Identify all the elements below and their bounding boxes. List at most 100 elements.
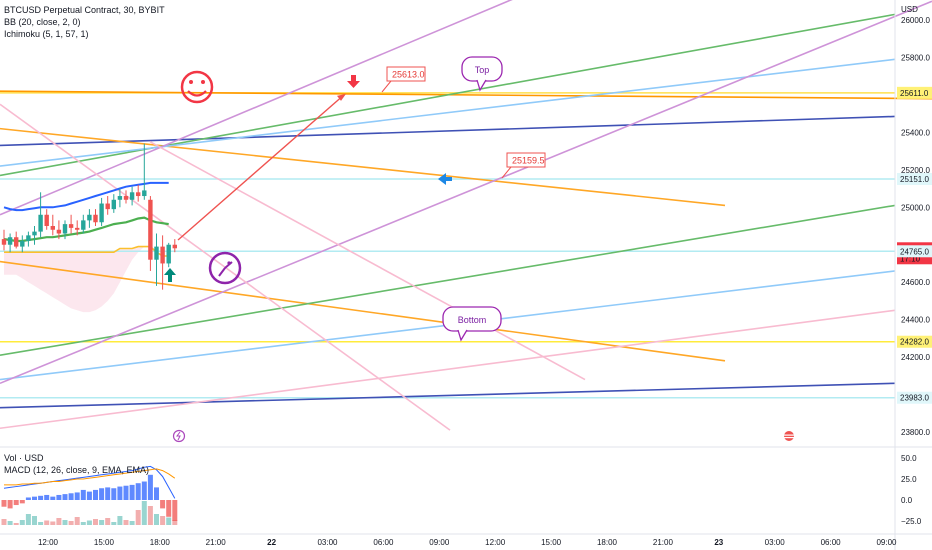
legend-ichimoku[interactable]: Ichimoku (5, 1, 57, 1) <box>4 29 89 39</box>
price-axis-unit: USD <box>901 5 918 14</box>
price-axis-tick-label: 25800.0 <box>901 53 930 62</box>
trend-lines[interactable] <box>0 0 932 431</box>
target-arrow-head <box>337 93 346 101</box>
time-axis-tick-label: 21:00 <box>653 538 674 547</box>
macd-histogram-bar <box>32 496 37 500</box>
price-label-tag <box>897 86 932 99</box>
candle-body <box>7 237 13 245</box>
price-label-tag <box>897 245 932 258</box>
time-axis-tick-label: 23 <box>714 538 723 547</box>
volume-bar <box>147 506 153 525</box>
trend-line <box>0 58 896 167</box>
time-axis-tick-label: 18:00 <box>597 538 618 547</box>
us-flag-stripe <box>784 434 794 436</box>
vol-macd-pane: 50.0 25.0 0.0 −25.0 <box>0 446 932 526</box>
macd-histogram-bar <box>160 500 166 509</box>
down-arrow-icon <box>347 75 360 88</box>
macd-histogram-bar <box>99 488 105 500</box>
candle-body <box>44 214 49 226</box>
macd-histogram-bar <box>129 484 135 500</box>
price-label-countdown: 17:10 <box>900 254 921 263</box>
volume-bar <box>141 501 147 525</box>
candle-body <box>172 244 177 249</box>
macd-histogram-bar <box>105 487 111 500</box>
candlesticks <box>1 143 177 290</box>
bubble-bottom-outline <box>442 306 502 332</box>
candle-body <box>93 214 98 223</box>
clock-face-icon <box>208 251 242 285</box>
smiley-face-icon <box>180 70 214 104</box>
callout-mid-box <box>506 152 546 168</box>
volume-bar <box>50 521 56 525</box>
price-axis-tick-label: 25200.0 <box>901 166 930 175</box>
bubble-top-text: Top <box>475 65 490 75</box>
candle-body <box>129 192 135 200</box>
candle-body <box>105 203 110 210</box>
price-axis-tick-label: 25000.0 <box>901 203 930 212</box>
macd-histogram-bar <box>123 485 129 500</box>
volume-bar <box>105 518 111 525</box>
macd-histogram-bar <box>172 500 178 521</box>
legend-symbol[interactable]: BTCUSD Perpetual Contract, 30, BYBIT <box>4 5 165 15</box>
volume-bar <box>44 520 50 525</box>
candle-body <box>75 227 80 230</box>
volume-bar <box>32 516 37 525</box>
bubble-bottom-tail <box>457 329 468 342</box>
time-axis-tick-label: 03:00 <box>765 538 786 547</box>
bubble-top-tail <box>476 79 487 92</box>
volume-bar <box>56 518 62 525</box>
macd-histogram-bar <box>7 500 13 509</box>
candle-body <box>87 214 92 221</box>
candle-body <box>166 244 171 264</box>
macd-histogram-bar <box>154 487 159 500</box>
macd-histogram-bar <box>19 500 25 504</box>
price-label-text: 25151.0 <box>900 175 929 184</box>
time-axis-tick-label: 18:00 <box>150 538 171 547</box>
candle-body <box>160 246 165 264</box>
price-axis-tick-label: 26000.0 <box>901 16 930 25</box>
legend-macd[interactable]: MACD (12, 26, close, 9, EMA, EMA) <box>4 465 150 475</box>
volume-bar <box>25 514 31 525</box>
macd-axis-tick-label: −25.0 <box>901 517 922 526</box>
volume-bar <box>19 520 25 525</box>
macd-histogram-bar <box>62 494 68 500</box>
us-flag-stripe <box>784 437 794 439</box>
volume-bar <box>160 516 166 525</box>
callout-top-box <box>386 66 426 82</box>
callout-top-text: 25613.0 <box>392 70 425 80</box>
trend-line <box>0 115 896 147</box>
ichimoku-cloud-area <box>4 246 151 313</box>
candle-body <box>111 199 116 210</box>
price-label-text: 25611.0 <box>900 89 929 98</box>
time-axis-tick-label: 15:00 <box>541 538 562 547</box>
macd-histogram-bar <box>166 500 172 517</box>
trend-line <box>0 0 932 385</box>
candle-body <box>26 235 31 241</box>
callout-top-pointer <box>381 80 392 93</box>
macd-histogram-bar <box>13 500 19 506</box>
ichimoku-cloud <box>4 246 151 313</box>
volume-bar <box>129 521 135 525</box>
legend-bb[interactable]: BB (20, close, 2, 0) <box>4 17 81 27</box>
candle-body <box>50 225 55 230</box>
volume-bar <box>13 523 19 525</box>
volume-bar <box>74 517 80 525</box>
target-arrow-line <box>177 94 345 241</box>
candle-body <box>81 220 86 230</box>
horizontal-levels <box>0 92 895 399</box>
callout-mid-pointer <box>501 166 512 179</box>
bubble-bottom-text: Bottom <box>458 315 487 325</box>
candle-body <box>56 229 62 234</box>
price-axis-tick-label: 24400.0 <box>901 316 930 325</box>
macd-histogram-bar <box>93 489 98 500</box>
macd-axis-tick-label: 50.0 <box>901 454 917 463</box>
trend-line <box>0 127 726 207</box>
price-indicators <box>3 181 169 257</box>
legend-vol[interactable]: Vol · USD <box>4 453 44 463</box>
trend-line <box>0 204 896 357</box>
trend-line <box>149 141 586 381</box>
volume-bar <box>80 522 86 525</box>
volume-bar <box>135 510 141 525</box>
annotations[interactable]: 25613.0 25159.5 Top Bottom <box>164 56 795 443</box>
